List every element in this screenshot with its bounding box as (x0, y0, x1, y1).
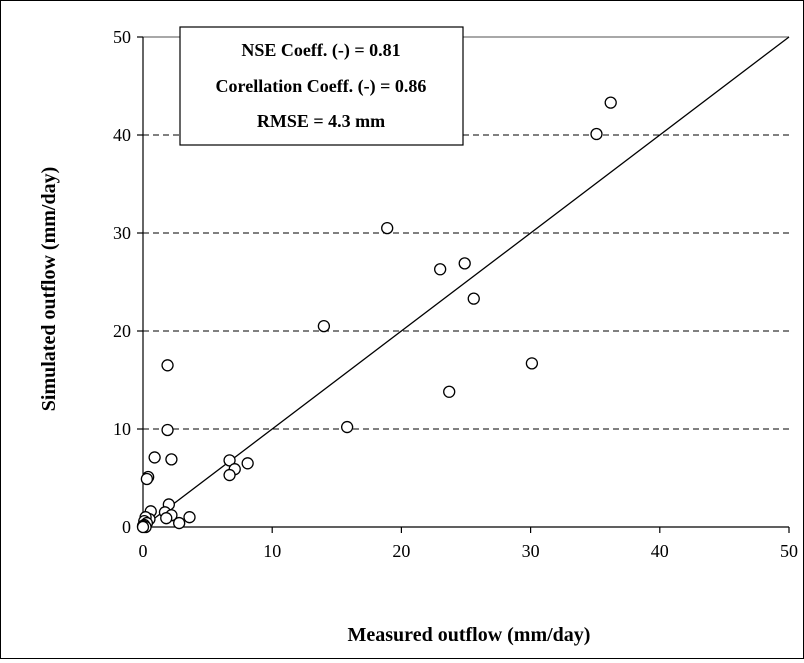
x-tick-label-0: 0 (139, 541, 148, 561)
data-point-3 (458, 257, 471, 270)
x-tick-label-40: 40 (651, 541, 669, 561)
data-point-13 (165, 453, 178, 466)
data-point-17 (223, 468, 236, 482)
stat-line-nse: NSE Coeff. (-) = 0.81 (241, 40, 400, 61)
data-point-5 (467, 292, 480, 305)
data-point-25 (160, 512, 173, 525)
data-point-10 (340, 420, 354, 434)
x-tick-label-10: 10 (263, 541, 281, 561)
data-point-6 (317, 319, 331, 333)
reference-line-layer (142, 36, 790, 528)
y-axis-title: Simulated outflow (mm/day) (38, 167, 60, 411)
y-tick-label-0: 0 (122, 517, 131, 537)
data-point-2 (381, 221, 394, 235)
y-tick-label-50: 50 (113, 27, 131, 47)
data-point-1 (590, 127, 603, 141)
data-point-7 (525, 357, 539, 370)
data-point-4 (434, 263, 447, 276)
data-point-19 (140, 472, 154, 486)
data-point-30 (173, 516, 186, 530)
data-point-24 (183, 511, 196, 524)
y-tick-label-40: 40 (113, 125, 131, 145)
y-tick-label-10: 10 (113, 419, 131, 439)
data-point-12 (148, 451, 161, 464)
stats-annotation: NSE Coeff. (-) = 0.81 Corellation Coeff.… (179, 26, 464, 146)
y-tick-label-30: 30 (113, 223, 131, 243)
one-to-one-line (142, 36, 790, 528)
stat-line-correlation: Corellation Coeff. (-) = 0.86 (216, 76, 427, 97)
x-tick-label-50: 50 (780, 541, 798, 561)
data-point-9 (443, 385, 456, 398)
x-tick-label-20: 20 (392, 541, 410, 561)
stat-line-rmse: RMSE = 4.3 mm (257, 111, 385, 131)
data-points-layer (136, 96, 617, 534)
data-point-0 (604, 96, 617, 109)
data-point-8 (161, 359, 174, 372)
x-axis-title: Measured outflow (mm/day) (348, 624, 591, 646)
data-point-34 (136, 520, 150, 534)
x-tick-label-30: 30 (522, 541, 540, 561)
data-point-11 (161, 423, 174, 437)
stats-box (179, 26, 464, 146)
data-point-15 (241, 457, 254, 470)
axis-layer: 0 10 20 30 40 50 0 10 20 30 40 50 (113, 27, 798, 561)
y-tick-label-20: 20 (113, 321, 131, 341)
